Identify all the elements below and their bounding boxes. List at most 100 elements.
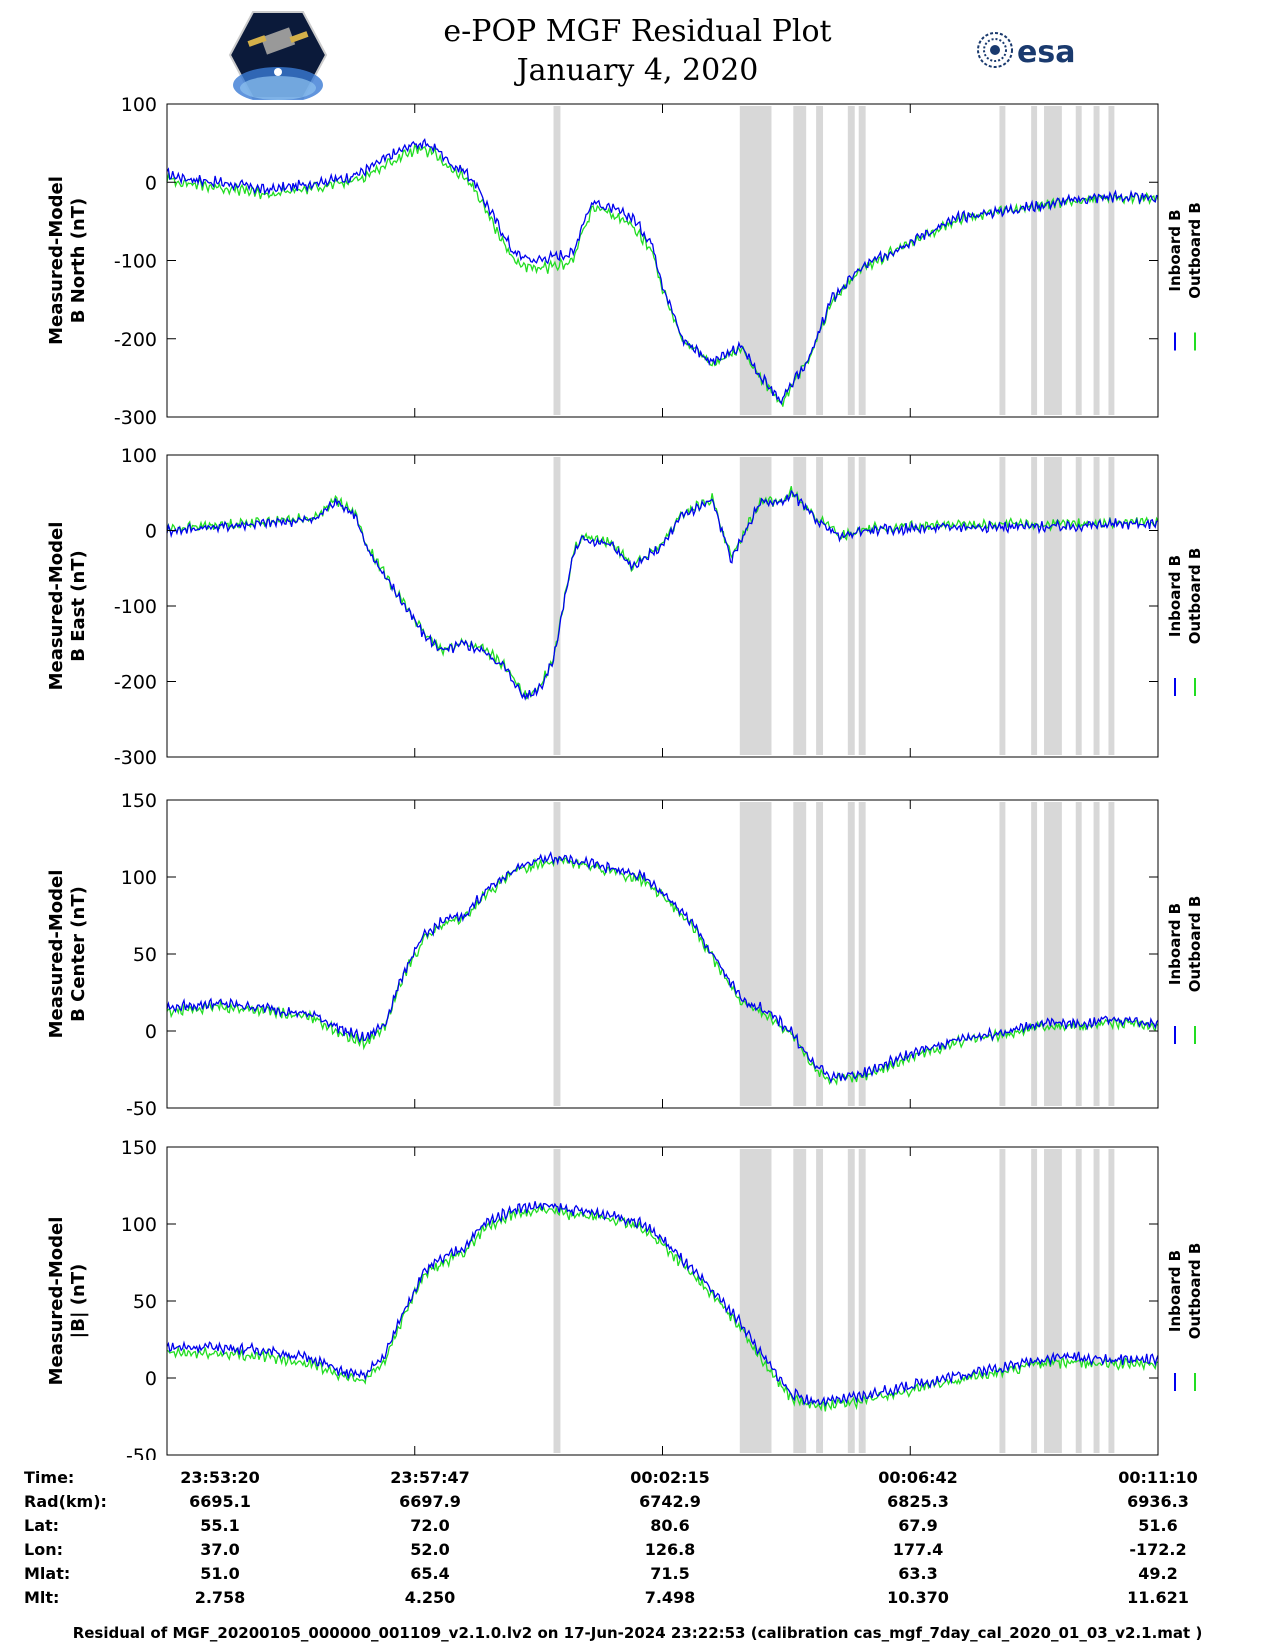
ephemeris-value: 63.3: [898, 1564, 938, 1583]
ephemeris-row: Mlt: 2.758 4.250 7.498 10.370 11.621: [0, 1588, 1275, 1612]
y-tick-label: 100: [121, 1214, 157, 1236]
y-tick-label: -50: [126, 1445, 157, 1460]
plot-frame: [166, 454, 1159, 758]
shaded-interval: [1031, 457, 1038, 755]
legend-label: Inboard B: [1166, 209, 1184, 291]
y-axis-label: B Center (nT): [68, 886, 89, 1022]
shaded-interval: [1075, 802, 1082, 1106]
shaded-interval: [739, 1149, 772, 1453]
ephemeris-value: 6742.9: [639, 1492, 701, 1511]
y-tick-label: -200: [114, 672, 157, 694]
ephemeris-value: 00:06:42: [878, 1468, 958, 1487]
ephemeris-value: 2.758: [194, 1588, 246, 1607]
ephemeris-label: Rad(km):: [24, 1492, 107, 1511]
ephemeris-label: Lat:: [24, 1516, 60, 1535]
legend-label: Outboard B: [1186, 1243, 1204, 1340]
y-tick-label: 0: [145, 1021, 157, 1043]
shaded-interval: [999, 1149, 1006, 1453]
header: e-POP MGF Residual Plot January 4, 2020 …: [0, 0, 1275, 100]
ephemeris-value: 6697.9: [399, 1492, 461, 1511]
y-axis-label: Measured-Model: [46, 176, 67, 345]
ephemeris-value: -172.2: [1129, 1540, 1187, 1559]
chart-subtitle: January 4, 2020: [516, 53, 759, 88]
shaded-interval: [793, 802, 807, 1106]
y-tick-label: -200: [114, 329, 157, 351]
ephemeris-value: 52.0: [410, 1540, 450, 1559]
esa-logo: esa: [977, 32, 1075, 70]
shaded-interval: [1044, 1149, 1062, 1453]
ephemeris-value: 00:11:10: [1118, 1468, 1198, 1487]
ephemeris-value: 80.6: [650, 1516, 690, 1535]
footer-caption: Residual of MGF_20200105_000000_001109_v…: [72, 1624, 1203, 1642]
y-axis-label: Measured-Model: [46, 1217, 67, 1386]
y-tick-label: -100: [114, 596, 157, 618]
shaded-interval: [1093, 802, 1100, 1106]
plot-frame: [166, 799, 1159, 1109]
ephemeris-value: 10.370: [887, 1588, 949, 1607]
shaded-interval: [1093, 1149, 1100, 1453]
ephemeris-table: Time: 23:53:20 23:57:47 00:02:15 00:06:42 00:…: [0, 1468, 1275, 1618]
shaded-interval: [1075, 106, 1082, 415]
ephemeris-value: 65.4: [410, 1564, 450, 1583]
shaded-interval: [1108, 802, 1115, 1106]
plot-frame: [166, 1146, 1159, 1456]
series-line: [166, 850, 1159, 1084]
shaded-interval: [1093, 457, 1100, 755]
ephemeris-value: 11.621: [1127, 1588, 1189, 1607]
legend-label: Outboard B: [1186, 896, 1204, 993]
y-tick-label: 50: [133, 1291, 157, 1313]
y-axis-label: Measured-Model: [46, 522, 67, 691]
ephemeris-row: Rad(km): 6695.1 6697.9 6742.9 6825.3 6936.3: [0, 1492, 1275, 1516]
shaded-interval: [999, 106, 1006, 415]
ephemeris-value: 177.4: [892, 1540, 944, 1559]
y-axis-label: Measured-Model: [46, 870, 67, 1039]
shaded-interval: [816, 802, 824, 1106]
ephemeris-value: 23:57:47: [390, 1468, 470, 1487]
legend-label: Inboard B: [1166, 1250, 1184, 1332]
shaded-interval: [858, 1149, 866, 1453]
shaded-interval: [816, 1149, 824, 1453]
shaded-interval: [793, 1149, 807, 1453]
ephemeris-row: Mlat: 51.0 65.4 71.5 63.3 49.2: [0, 1564, 1275, 1588]
ephemeris-value: 71.5: [650, 1564, 690, 1583]
y-tick-label: 100: [121, 94, 157, 116]
series-line: [166, 1201, 1159, 1408]
y-tick-label: 100: [121, 445, 157, 467]
shaded-interval: [1075, 457, 1082, 755]
ephemeris-value: 00:02:15: [630, 1468, 710, 1487]
shaded-interval: [816, 106, 824, 415]
shaded-interval: [999, 802, 1006, 1106]
legend-label: Inboard B: [1166, 903, 1184, 985]
ephemeris-row: Lat: 55.1 72.0 80.6 67.9 51.6: [0, 1516, 1275, 1540]
ephemeris-value: 6695.1: [189, 1492, 251, 1511]
series-line: [166, 137, 1159, 406]
ephemeris-value: 55.1: [200, 1516, 240, 1535]
y-tick-label: 150: [121, 1137, 157, 1159]
shaded-interval: [793, 457, 807, 755]
ephemeris-value: 49.2: [1138, 1564, 1178, 1583]
series-line: [166, 142, 1159, 407]
ephemeris-value: 72.0: [410, 1516, 450, 1535]
y-tick-label: 150: [121, 790, 157, 812]
shaded-interval: [816, 457, 824, 755]
cassiope-mission-logo: [228, 11, 328, 100]
shaded-interval: [1031, 106, 1038, 415]
shaded-interval: [793, 106, 807, 415]
ephemeris-value: 51.0: [200, 1564, 240, 1583]
shaded-interval: [553, 457, 561, 755]
shaded-interval: [847, 802, 855, 1106]
shaded-interval: [1108, 457, 1115, 755]
y-axis-label: |B| (nT): [68, 1264, 89, 1339]
shaded-interval: [1075, 1149, 1082, 1453]
series-line: [166, 489, 1159, 701]
ephemeris-value: 67.9: [898, 1516, 938, 1535]
chart-title: e-POP MGF Residual Plot: [443, 14, 832, 49]
series-line: [166, 486, 1159, 700]
legend-label: Outboard B: [1186, 202, 1204, 299]
shaded-interval: [847, 1149, 855, 1453]
ephemeris-value: 37.0: [200, 1540, 240, 1559]
ephemeris-value: 4.250: [404, 1588, 456, 1607]
shaded-interval: [739, 106, 772, 415]
shaded-interval: [1093, 106, 1100, 415]
